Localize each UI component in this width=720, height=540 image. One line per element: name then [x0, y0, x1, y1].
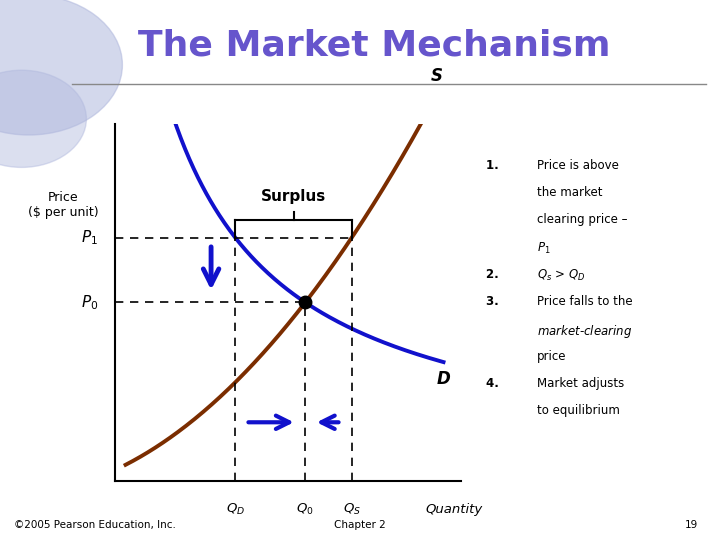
- Text: Quantity: Quantity: [426, 503, 482, 516]
- Text: 4.: 4.: [486, 377, 507, 390]
- Text: $\mathit{market}$-$\mathit{clearing}$: $\mathit{market}$-$\mathit{clearing}$: [537, 322, 632, 340]
- Text: price: price: [537, 350, 567, 363]
- Text: clearing price –: clearing price –: [537, 213, 628, 226]
- Text: 19: 19: [685, 520, 698, 530]
- Text: D: D: [436, 370, 450, 388]
- Circle shape: [0, 0, 122, 135]
- Text: $Q_0$: $Q_0$: [297, 502, 314, 517]
- Text: The Market Mechanism: The Market Mechanism: [138, 29, 611, 63]
- Text: Chapter 2: Chapter 2: [334, 520, 386, 530]
- Text: ©2005 Pearson Education, Inc.: ©2005 Pearson Education, Inc.: [14, 520, 176, 530]
- Text: $P_1$: $P_1$: [537, 241, 551, 255]
- Text: $Q_D$: $Q_D$: [225, 502, 245, 517]
- Text: $Q_s$ > $Q_D$: $Q_s$ > $Q_D$: [537, 268, 585, 283]
- Text: the market: the market: [537, 186, 603, 199]
- Text: Market adjusts: Market adjusts: [537, 377, 624, 390]
- Text: $Q_S$: $Q_S$: [343, 502, 361, 517]
- Text: 3.: 3.: [486, 295, 507, 308]
- Text: Price falls to the: Price falls to the: [537, 295, 633, 308]
- Text: $P_1$: $P_1$: [81, 228, 98, 247]
- Text: Price
($ per unit): Price ($ per unit): [28, 191, 99, 219]
- Text: $P_0$: $P_0$: [81, 293, 98, 312]
- Text: 2.: 2.: [486, 268, 507, 281]
- Text: to equilibrium: to equilibrium: [537, 404, 620, 417]
- Text: S: S: [431, 68, 443, 85]
- Circle shape: [0, 70, 86, 167]
- Text: 1.: 1.: [486, 159, 507, 172]
- Text: Price is above: Price is above: [537, 159, 619, 172]
- Text: Surplus: Surplus: [261, 188, 326, 204]
